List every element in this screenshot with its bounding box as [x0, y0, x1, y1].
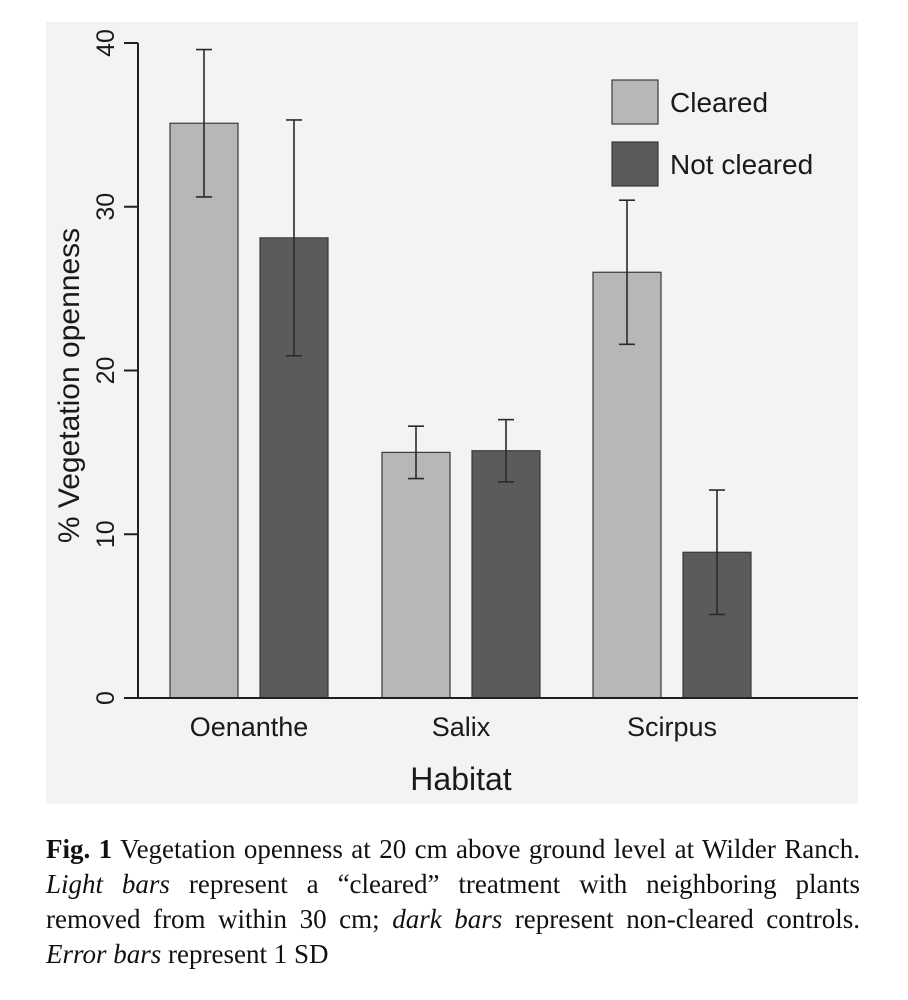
bar-cleared-salix: [381, 451, 451, 699]
figure-caption: Fig. 1 Vegetation openness at 20 cm abov…: [46, 832, 860, 972]
bar-chart: Oenanthe Salix Scirpus 0 10 20 30 40 % Vegetatio…: [53, 29, 858, 797]
x-tick-label: Scirpus: [627, 712, 717, 742]
caption-text-3: represent non-cleared controls.: [502, 904, 860, 934]
legend-swatch-not-cleared: [611, 141, 659, 187]
caption-dark-bars: dark bars: [392, 904, 503, 934]
y-tick-label: 30: [92, 193, 120, 221]
legend-label: Not cleared: [670, 149, 813, 180]
x-tick-label: Oenanthe: [190, 712, 309, 742]
caption-light-bars: Light bars: [46, 869, 170, 899]
y-tick-label: 0: [92, 691, 120, 705]
legend-label: Cleared: [670, 87, 768, 118]
legend-swatch-cleared: [611, 79, 659, 125]
y-axis-title: % Vegetation openness: [53, 228, 86, 543]
y-tick-label: 20: [92, 357, 120, 385]
caption-label: Fig. 1: [46, 834, 113, 864]
x-axis-title: Habitat: [410, 761, 512, 797]
caption-text-4: represent 1 SD: [161, 939, 329, 969]
bar-not-cleared-salix: [471, 450, 541, 699]
y-tick-label: 40: [92, 29, 120, 57]
y-tick-label: 10: [92, 520, 120, 548]
bar-cleared-oenanthe: [169, 122, 239, 699]
x-tick-label: Salix: [432, 712, 491, 742]
caption-text-1: Vegetation openness at 20 cm above groun…: [112, 834, 861, 864]
figure-panel: Oenanthe Salix Scirpus 0 10 20 30 40 % Vegetatio…: [46, 22, 858, 804]
caption-error-bars: Error bars: [46, 939, 162, 969]
caption-text-2: represent a “cleared” treatment with nei…: [46, 869, 860, 934]
